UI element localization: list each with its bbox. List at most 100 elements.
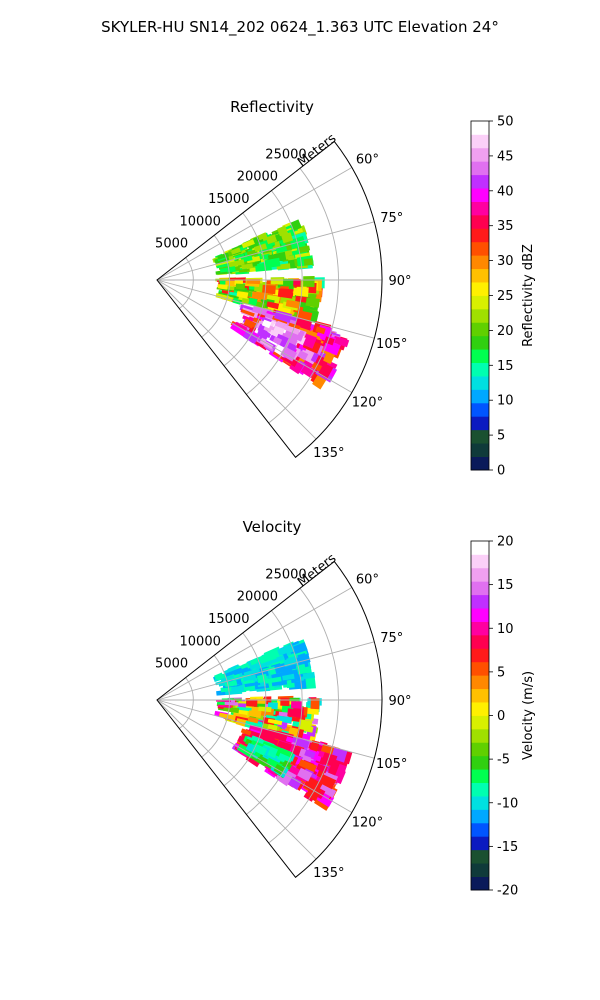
reflectivity-colorbar-tick-label: 15 — [497, 359, 514, 374]
reflectivity-azimuth-tick-label: 90° — [388, 274, 411, 289]
velocity-colorbar-segment — [471, 554, 489, 569]
velocity-colorbar-segment — [471, 581, 489, 596]
reflectivity-colorbar-segment — [471, 147, 489, 162]
reflectivity-echo-gate — [296, 286, 309, 297]
reflectivity-echo-gate — [241, 239, 255, 249]
reflectivity-echo-gate — [305, 297, 320, 308]
velocity-echo-gate — [246, 699, 258, 707]
reflectivity-colorbar-segment — [471, 443, 489, 457]
reflectivity-colorbar-tick-label: 45 — [497, 149, 514, 164]
velocity-range-tick-label: 10000 — [180, 634, 221, 649]
reflectivity-echo-gate — [229, 293, 240, 299]
velocity-range-ring — [179, 677, 194, 729]
reflectivity-echo-gate — [217, 252, 230, 260]
reflectivity-range-ring — [246, 190, 303, 395]
reflectivity-colorbar-segment — [471, 268, 489, 283]
velocity-echo-gate — [319, 774, 337, 790]
velocity-echo-gate — [223, 706, 240, 714]
reflectivity-echo-gate — [257, 328, 272, 339]
reflectivity-echo-gate — [295, 318, 312, 331]
reflectivity-range-tick-label: 15000 — [208, 192, 249, 207]
velocity-colorbar-tick-label: 15 — [497, 578, 514, 593]
velocity-colorbar: -20 -15 -10 -5 0 5 10 15 20 — [470, 535, 518, 899]
reflectivity-echo-gate — [236, 291, 249, 299]
reflectivity-panel-title: Reflectivity — [230, 98, 314, 116]
reflectivity-echo-gate — [217, 284, 228, 290]
velocity-echo-gate — [328, 760, 341, 776]
velocity-echo-gate — [264, 736, 279, 747]
velocity-azimuth-gridline — [156, 641, 375, 701]
velocity-colorbar-segment — [471, 688, 489, 703]
velocity-sector-outline — [156, 560, 383, 879]
velocity-range-tick-label: 5000 — [155, 657, 188, 672]
reflectivity-range-tick-label: 20000 — [237, 170, 278, 185]
reflectivity-colorbar-segment — [471, 376, 489, 390]
reflectivity-colorbar-tick-label: 0 — [497, 464, 505, 479]
velocity-echo-gate — [270, 654, 285, 664]
reflectivity-colorbar-segment — [471, 174, 489, 189]
velocity-echo-gate — [286, 765, 306, 782]
reflectivity-colorbar-segment — [471, 121, 489, 135]
velocity-range-tick-label: 25000 — [265, 567, 306, 582]
velocity-echo-gate — [297, 767, 313, 782]
reflectivity-echo-gate — [296, 350, 309, 361]
reflectivity-colorbar-tick-label: 40 — [497, 184, 514, 199]
reflectivity-echo-gate — [277, 225, 289, 237]
velocity-azimuth-tick-label: 120° — [352, 816, 383, 831]
velocity-echo-gate — [298, 671, 316, 680]
velocity-echo-gate — [287, 708, 302, 718]
velocity-colorbar-segment — [471, 742, 489, 757]
velocity-echo-gate — [318, 783, 337, 798]
reflectivity-range-ring — [201, 235, 231, 338]
reflectivity-azimuth-tick-label: 120° — [352, 396, 383, 411]
reflectivity-panel: Reflectivity 5000 10000 15000 20000 25000 60°… — [155, 98, 536, 479]
velocity-echo-gate — [295, 738, 310, 749]
velocity-echo-gate — [217, 704, 232, 709]
reflectivity-colorbar-tick-label: 35 — [497, 219, 514, 234]
velocity-echo-gate — [236, 706, 254, 712]
reflectivity-colorbar-tick-label: 20 — [497, 324, 514, 339]
reflectivity-echo-gate — [228, 291, 239, 297]
reflectivity-colorbar-segment — [471, 161, 489, 176]
velocity-panel: Velocity 5000 10000 15000 20000 25000 60° 75° 9… — [155, 518, 536, 899]
reflectivity-echo-gate — [281, 232, 294, 244]
velocity-echo-gate — [277, 643, 295, 656]
velocity-echo-gate — [316, 763, 328, 774]
velocity-colorbar-segment — [471, 755, 489, 770]
reflectivity-colorbar-segment — [471, 295, 489, 310]
velocity-range-tick-label: 15000 — [208, 612, 249, 627]
velocity-colorbar-segment — [471, 796, 489, 810]
velocity-echo-gate — [305, 784, 322, 802]
velocity-echo-gate — [285, 663, 297, 671]
velocity-echo-gate — [298, 719, 313, 732]
velocity-echo-gate — [267, 718, 283, 726]
velocity-echo-gate — [291, 701, 302, 709]
velocity-echo-gate — [220, 686, 235, 693]
reflectivity-echo-gate — [230, 322, 247, 337]
reflectivity-sector-outline — [156, 140, 383, 459]
reflectivity-echo-gate — [266, 301, 280, 310]
velocity-echo-gate — [288, 776, 302, 790]
velocity-range-ring — [201, 655, 231, 758]
velocity-echo-gate — [242, 674, 257, 682]
velocity-colorbar-segment — [471, 782, 489, 797]
reflectivity-echo-gate — [303, 276, 315, 288]
reflectivity-colorbar-segment — [471, 429, 489, 444]
reflectivity-colorbar-segment — [471, 456, 489, 471]
reflectivity-echo-gate — [248, 297, 258, 306]
reflectivity-colorbar-segment — [471, 402, 489, 417]
reflectivity-echo-gate — [251, 291, 268, 301]
reflectivity-echo-gate — [265, 234, 278, 245]
velocity-azimuth-tick-label: 75° — [380, 631, 403, 646]
velocity-azimuth-tick-label: 105° — [376, 757, 407, 772]
velocity-echo-gate — [283, 657, 295, 667]
reflectivity-colorbar-tick-label: 30 — [497, 254, 514, 269]
velocity-colorbar-tick-label: 0 — [497, 709, 505, 724]
velocity-echo-gate — [271, 732, 288, 742]
reflectivity-colorbar-segment — [471, 228, 489, 243]
reflectivity-echo-gate — [238, 268, 250, 273]
velocity-azimuth-gridline — [156, 699, 317, 860]
velocity-colorbar-tick-label: -10 — [497, 796, 518, 811]
velocity-range-ring — [268, 588, 339, 844]
